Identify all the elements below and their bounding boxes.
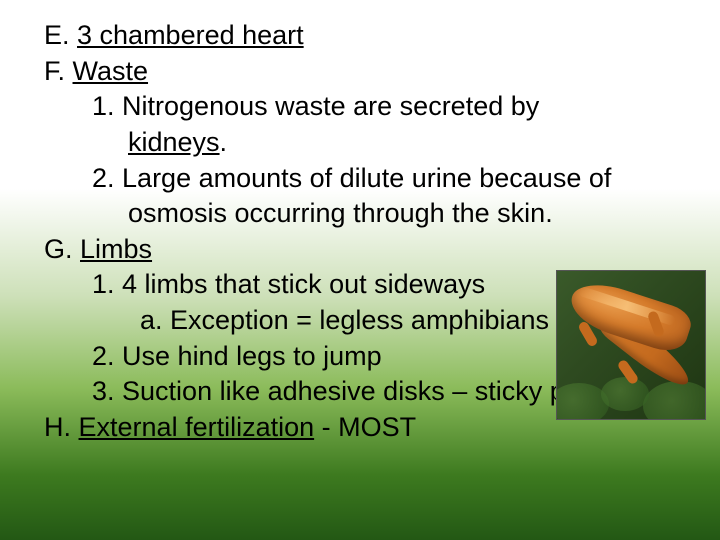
item-g3-text: Suction like adhesive disks – sticky pad…: [122, 376, 608, 406]
moss-decoration: [643, 381, 706, 420]
item-g1-text: 4 limbs that stick out sideways: [122, 269, 485, 299]
item-h-prefix: H.: [44, 412, 79, 442]
item-f2-line2: osmosis occurring through the skin.: [0, 196, 720, 232]
slide: E. 3 chambered heart F. Waste 1. Nitroge…: [0, 0, 720, 540]
item-g: G. Limbs: [0, 232, 720, 268]
item-f-text: Waste: [73, 56, 149, 86]
item-g-prefix: G.: [44, 234, 80, 264]
item-h-suffix: - MOST: [314, 412, 416, 442]
item-h-text: External fertilization: [79, 412, 315, 442]
item-g3-prefix: 3.: [92, 376, 122, 406]
item-g-text: Limbs: [80, 234, 152, 264]
item-f1-prefix: 1.: [92, 91, 122, 121]
item-e-text: 3 chambered heart: [77, 20, 304, 50]
item-g2-prefix: 2.: [92, 341, 122, 371]
salamander-photo: [556, 270, 706, 420]
item-e-prefix: E.: [44, 20, 77, 50]
item-f2-text2: osmosis occurring through the skin.: [128, 198, 553, 228]
item-f1-period: .: [220, 127, 228, 157]
item-f1-text-b: kidneys: [128, 127, 220, 157]
item-f-prefix: F.: [44, 56, 73, 86]
moss-decoration: [601, 377, 649, 411]
item-g1a-prefix: a.: [140, 305, 170, 335]
item-f2-text1: Large amounts of dilute urine because of: [122, 163, 619, 193]
item-g1a-text: Exception = legless amphibians: [170, 305, 549, 335]
item-f1-text-a: Nitrogenous waste are secreted by: [122, 91, 547, 121]
item-f: F. Waste: [0, 54, 720, 90]
item-g1-prefix: 1.: [92, 269, 122, 299]
item-f1-line1: 1. Nitrogenous waste are secreted by: [0, 89, 720, 125]
item-e: E. 3 chambered heart: [0, 18, 720, 54]
item-f2-line1: 2. Large amounts of dilute urine because…: [0, 161, 720, 197]
item-g2-text: Use hind legs to jump: [122, 341, 382, 371]
item-f2-prefix: 2.: [92, 163, 122, 193]
item-f1-line2: kidneys.: [0, 125, 720, 161]
